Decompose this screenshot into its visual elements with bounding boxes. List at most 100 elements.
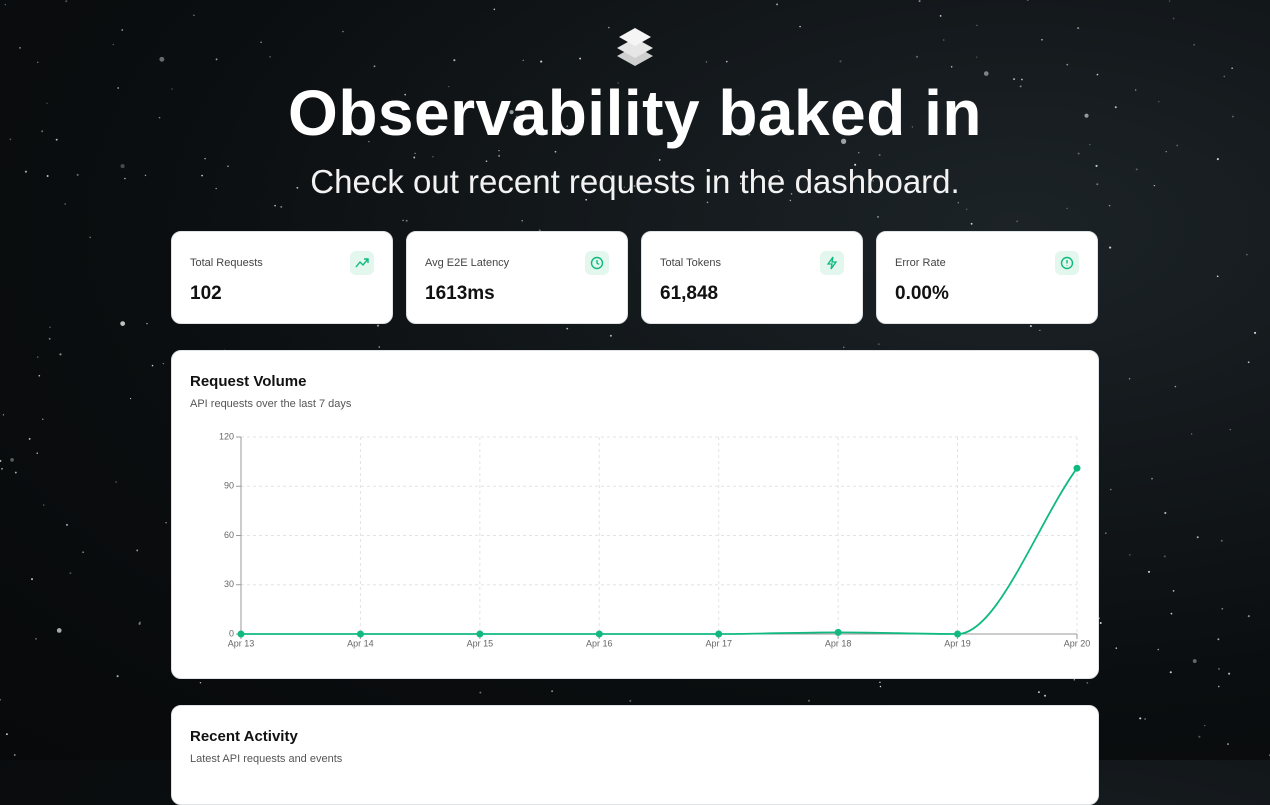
star [1044, 694, 1046, 697]
star [983, 71, 989, 76]
star [144, 174, 147, 177]
star [393, 130, 396, 133]
star [448, 85, 450, 88]
star [939, 15, 942, 17]
data-point [834, 628, 842, 636]
x-tick-label: Apr 15 [467, 638, 494, 648]
star [1077, 152, 1080, 155]
star [1253, 331, 1257, 335]
chart-subtitle: API requests over the last 7 days [190, 398, 352, 410]
star [215, 187, 217, 190]
star [65, 0, 68, 3]
star [840, 138, 847, 144]
stat-value: 61,848 [660, 283, 719, 304]
chart-title: Request Volume [190, 373, 307, 390]
star [790, 193, 793, 195]
star [839, 60, 842, 63]
star [1073, 679, 1076, 681]
x-tick-label: Apr 14 [347, 638, 374, 648]
star [28, 438, 31, 440]
star [296, 186, 299, 189]
star [1192, 659, 1197, 663]
star [1168, 0, 1171, 2]
star [162, 363, 165, 365]
star [877, 216, 879, 218]
star [1172, 17, 1175, 20]
activity-card: Recent Activity Latest API requests and … [171, 705, 1099, 805]
star [976, 24, 978, 27]
star [911, 126, 914, 128]
star [405, 219, 408, 222]
star [2, 414, 5, 416]
star [432, 156, 434, 158]
star [1109, 246, 1112, 249]
star [89, 236, 92, 239]
star [121, 29, 124, 31]
star [1246, 253, 1248, 256]
star [1066, 207, 1068, 210]
star [4, 4, 6, 6]
star [414, 152, 416, 155]
activity-subtitle: Latest API requests and events [190, 753, 343, 765]
star [551, 690, 554, 693]
star [942, 39, 945, 41]
star [485, 160, 488, 162]
stat-value: 102 [190, 283, 222, 304]
star [834, 120, 837, 123]
star [1153, 185, 1155, 187]
stat-label: Avg E2E Latency [425, 257, 510, 269]
star [1165, 150, 1167, 153]
star [10, 458, 14, 462]
star [554, 150, 557, 153]
x-tick-label: Apr 19 [944, 638, 971, 648]
data-point [954, 630, 962, 638]
star [1139, 717, 1142, 720]
star [493, 8, 496, 11]
star [748, 133, 751, 136]
star [473, 106, 475, 108]
x-tick-label: Apr 17 [705, 638, 732, 648]
stat-icon [820, 251, 844, 275]
star [159, 56, 165, 62]
star [1109, 488, 1112, 491]
star [807, 699, 810, 702]
star [112, 43, 114, 46]
y-tick-label: 90 [224, 481, 234, 491]
series-line [240, 467, 1078, 635]
star [0, 459, 2, 462]
star [1147, 570, 1151, 573]
star [858, 152, 860, 154]
star [918, 0, 921, 3]
star [872, 180, 874, 182]
star [854, 163, 857, 166]
star [1, 467, 3, 470]
stat-card: Error Rate 0.00% [876, 231, 1098, 324]
star [38, 374, 41, 377]
star [479, 691, 482, 694]
star [1128, 553, 1131, 556]
stat-label: Error Rate [895, 257, 946, 269]
star [1196, 536, 1199, 539]
star [538, 229, 541, 232]
star [515, 115, 518, 118]
star [46, 174, 49, 177]
star [1158, 101, 1160, 103]
star [1247, 361, 1250, 364]
star [1128, 378, 1131, 380]
star [950, 65, 953, 68]
star [1041, 38, 1043, 41]
star [37, 356, 39, 358]
star [1247, 615, 1250, 618]
star [37, 61, 39, 63]
star [1217, 638, 1220, 641]
star [1228, 672, 1231, 675]
star [957, 202, 960, 204]
star [1231, 115, 1234, 118]
star [1163, 555, 1166, 558]
star [1096, 73, 1099, 76]
star [1164, 511, 1167, 515]
star [1172, 590, 1175, 592]
data-point [237, 630, 245, 638]
star [56, 628, 62, 633]
